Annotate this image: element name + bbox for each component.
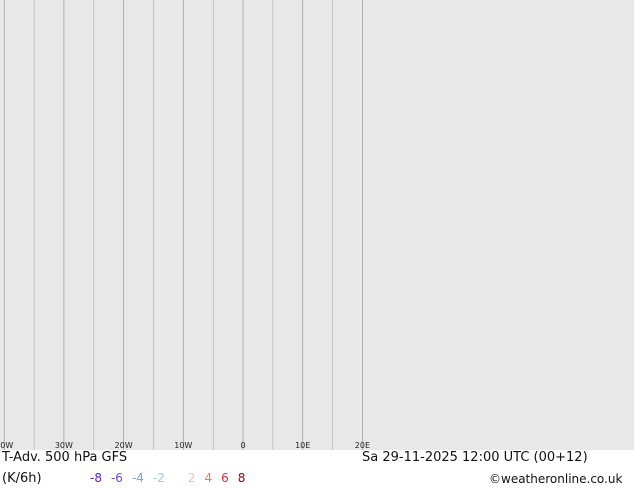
scale-value: 6 bbox=[221, 471, 229, 485]
longitude-label: 10W bbox=[174, 441, 192, 450]
longitude-label: 30W bbox=[55, 441, 73, 450]
map-title: T-Adv. 500 hPa GFS bbox=[2, 450, 128, 465]
credit-link[interactable]: ©weatheronline.co.uk bbox=[489, 472, 623, 486]
negative-scale: -8 -6 -4 -2 bbox=[90, 471, 174, 486]
weather-map: 5845845885885765845845765685685605765605… bbox=[0, 0, 634, 450]
scale-value: 8 bbox=[237, 471, 246, 485]
scale-value: 2 bbox=[187, 471, 196, 485]
color-scale: -8 -6 -4 -2 2 4 6 8 bbox=[90, 471, 254, 486]
valid-datetime: Sa 29-11-2025 12:00 UTC (00+12) bbox=[362, 450, 588, 465]
scale-value: -8 bbox=[90, 471, 102, 485]
longitude-label: 40W bbox=[0, 441, 13, 450]
scale-value: -6 bbox=[110, 471, 123, 485]
scale-value: -4 bbox=[131, 471, 144, 485]
longitude-label: 0 bbox=[240, 441, 245, 450]
scale-value: -2 bbox=[152, 471, 165, 485]
units-label: (K/6h) bbox=[2, 471, 42, 486]
scale-value: 4 bbox=[204, 471, 213, 485]
map-panel: 5845845885885765845845765685685605765605… bbox=[0, 0, 634, 450]
longitude-label: 20W bbox=[115, 441, 133, 450]
longitude-labels: 80W70W60W50W40W30W20W10W010E20E bbox=[0, 441, 370, 450]
ocean-background bbox=[0, 0, 634, 450]
lat-lon-grid bbox=[3, 0, 363, 450]
longitude-label: 20E bbox=[355, 441, 370, 450]
legend-bar: T-Adv. 500 hPa GFS Sa 29-11-2025 12:00 U… bbox=[0, 450, 634, 490]
longitude-label: 10E bbox=[295, 441, 310, 450]
